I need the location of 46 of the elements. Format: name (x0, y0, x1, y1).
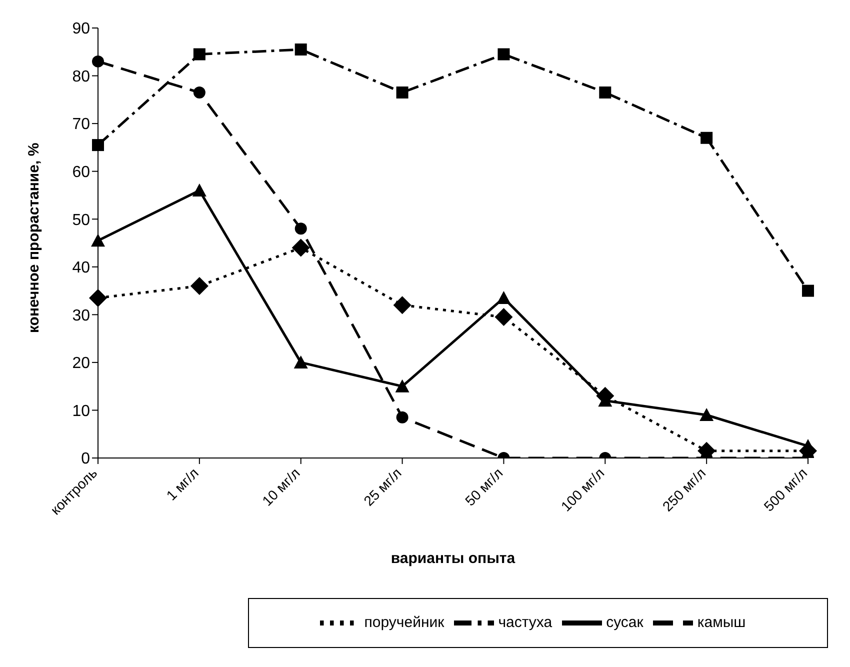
y-axis-title: конечное прорастание, % (25, 142, 42, 333)
y-tick-label: 0 (81, 450, 90, 468)
x-axis-title: варианты опыта (390, 550, 516, 567)
point (700, 408, 714, 421)
point (393, 296, 412, 314)
y-tick-label: 10 (72, 402, 90, 420)
x-tick-label: 25 мг/л (360, 464, 404, 509)
point (89, 288, 107, 307)
point (190, 277, 208, 295)
y-tick-label: 40 (72, 260, 90, 277)
point (599, 86, 612, 98)
y-tick-label: 80 (72, 68, 90, 86)
y-tick-label: 50 (72, 212, 90, 229)
x-tick-label: 50 мг/л (462, 464, 506, 509)
point (292, 238, 310, 257)
x-tick-label: 100 мг/л (558, 464, 608, 514)
x-tick-label: 250 мг/л (659, 464, 709, 514)
x-tick-label: 500 мг/л (760, 464, 810, 514)
point (193, 86, 206, 98)
point (396, 411, 408, 424)
legend-label: камыш (697, 614, 746, 631)
point (494, 308, 513, 326)
y-tick-label: 60 (72, 164, 90, 182)
point (498, 48, 510, 60)
point (294, 222, 307, 235)
x-tick-label: 10 мг/л (258, 464, 303, 509)
legend-label: поручейник (364, 614, 444, 631)
point (395, 379, 410, 392)
legend-label: сусак (606, 614, 644, 631)
point (294, 355, 308, 368)
point (700, 132, 713, 144)
y-tick-label: 30 (72, 307, 90, 324)
point (91, 234, 105, 247)
x-tick-label: 1 мг/л (163, 464, 202, 504)
point (193, 48, 206, 60)
point (294, 44, 307, 56)
y-tick-label: 20 (72, 355, 90, 372)
point (396, 86, 408, 98)
legend-label: частуха (498, 614, 552, 631)
point (92, 55, 104, 68)
point (802, 284, 814, 297)
y-tick-label: 70 (72, 116, 90, 134)
point (496, 290, 511, 304)
y-tick-label: 90 (72, 20, 90, 38)
point (92, 139, 104, 152)
point (192, 183, 206, 196)
